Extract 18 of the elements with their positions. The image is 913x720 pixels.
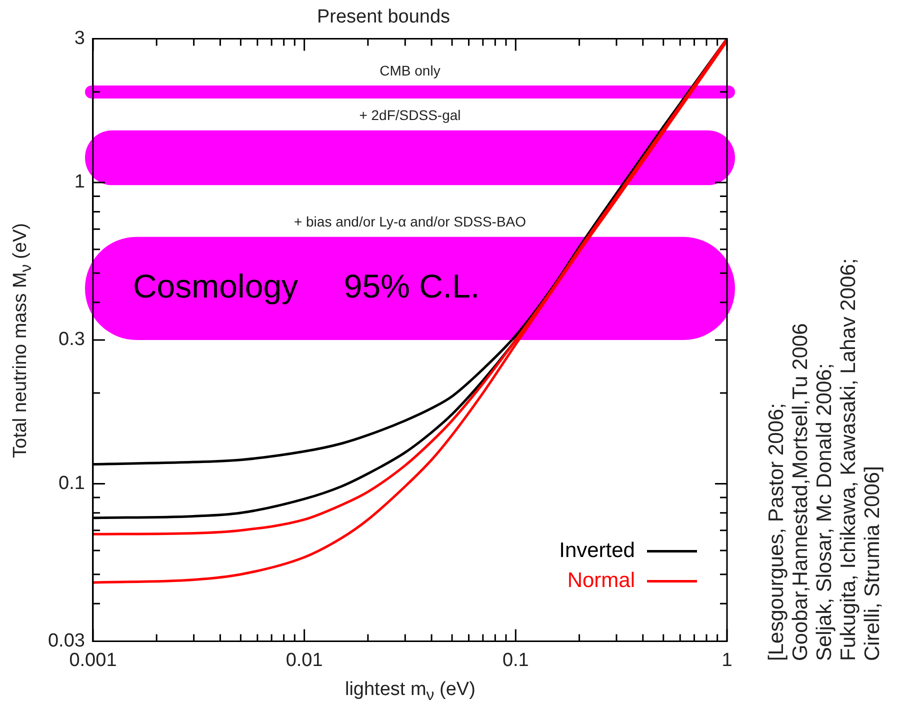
- y-tick-label: 1: [74, 172, 85, 193]
- legend-label: Normal: [567, 568, 635, 592]
- x-tick-label: 0.01: [286, 650, 323, 671]
- x-tick-label: 0.001: [69, 650, 117, 671]
- chart-title: Present bounds: [316, 6, 450, 28]
- band-label: + bias and/or Ly-α and/or SDSS-BAO: [294, 214, 526, 230]
- band-label: + 2dF/SDSS-gal: [359, 107, 461, 124]
- text: [Lesgourgues, Pastor 2006; Goobar,Hannestad,Mortsell,Tu 2006 Seljak, Slosar, Mc Donald 2006; Fukugita, Ichikawa, Kawasaki, Lahav 2006; Cirelli, Strumia 2006]: [765, 258, 885, 662]
- y-tick-label: 0.3: [58, 329, 85, 350]
- y-tick-label: 0.03: [48, 630, 85, 652]
- annotation: Cosmology 95% C.L.: [132, 268, 480, 305]
- legend-label: Inverted: [559, 538, 635, 562]
- x-tick-label: 1: [722, 650, 732, 671]
- x-axis-title: lightest m$_{ν}$ (eV): [344, 679, 476, 705]
- y-tick-label: 3: [74, 28, 85, 50]
- x-tick-label: 0.1: [502, 650, 529, 671]
- band-label: CMB only: [380, 62, 440, 78]
- y-tick-label: 0.1: [58, 472, 85, 494]
